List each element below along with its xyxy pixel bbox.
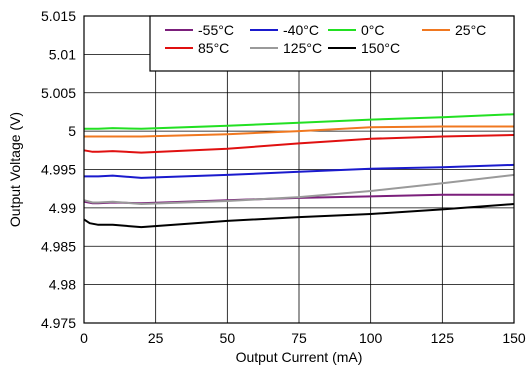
y-tick-label: 4.995 [41,162,76,178]
series-line-85C [83,134,515,154]
y-tick-label: 5.015 [41,8,76,24]
series-line-25C [84,125,514,138]
legend-label: 25°C [455,22,486,38]
series-line-150C [83,203,515,229]
legend-label: 85°C [198,40,229,56]
x-axis-label: Output Current (mA) [236,349,363,365]
x-tick-label: 125 [431,330,455,346]
legend-box [149,15,515,72]
x-tick-label: 100 [359,330,383,346]
axis-ticks: 0 25 50 75 100 125 150 4.975 4.98 4.985 4.99 4.995 5… [41,8,526,346]
series-lines [83,113,515,229]
legend-label: 0°C [361,22,385,38]
legend: -55°C -40°C 0°C 25°C 85°C 125°C 150°C [149,15,515,72]
y-axis-label: Output Voltage (V) [7,112,23,227]
series-line--40C [84,163,515,179]
x-tick-label: 75 [291,330,307,346]
y-tick-label: 4.98 [49,277,76,293]
series-line-125C [83,173,515,205]
legend-label: 125°C [283,40,322,56]
x-tick-label: 25 [148,330,164,346]
y-tick-label: 5.005 [41,85,76,101]
x-tick-label: 0 [80,330,88,346]
y-tick-label: 4.99 [49,200,76,216]
legend-label: -40°C [283,22,319,38]
series-line-0C [84,113,515,130]
y-tick-label: 5.01 [49,46,76,62]
legend-label: 150°C [361,40,400,56]
y-tick-label: 5 [68,123,76,139]
y-tick-label: 4.985 [41,238,76,254]
y-tick-label: 4.975 [41,315,76,331]
legend-label: -55°C [198,22,234,38]
x-tick-label: 150 [502,330,526,346]
x-tick-label: 50 [220,330,236,346]
